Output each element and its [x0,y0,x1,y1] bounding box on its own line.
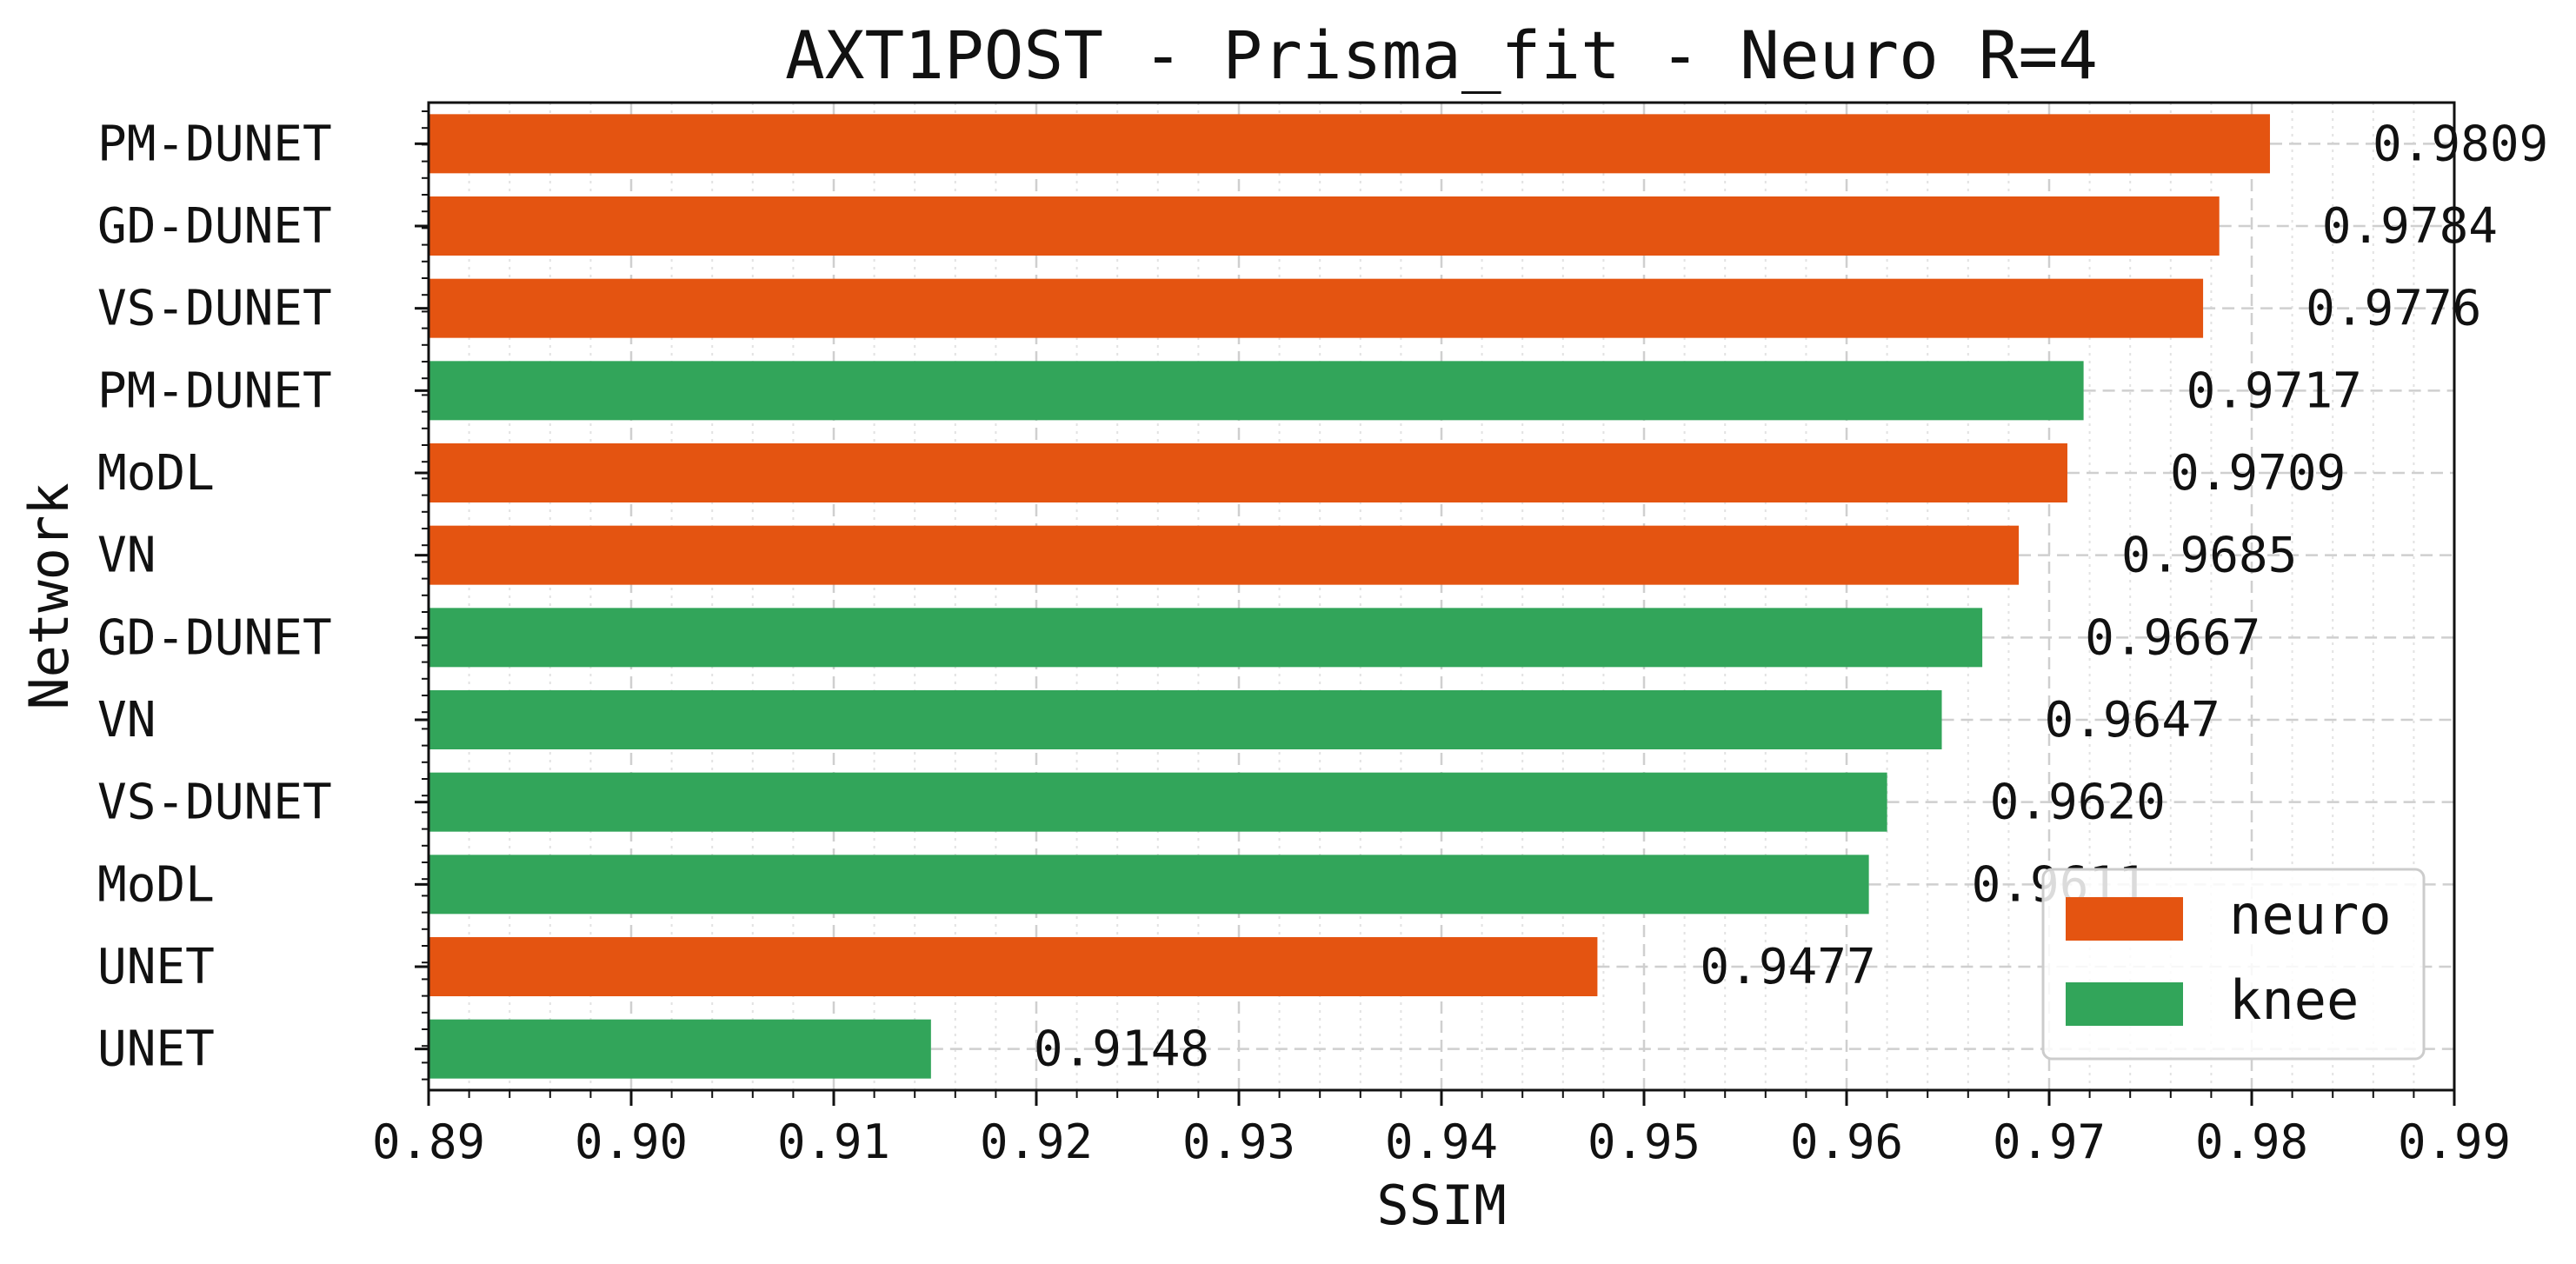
legend-label-neuro: neuro [2229,883,2392,947]
x-axis-label: SSIM [1376,1174,1506,1237]
y-tick-label: VS-DUNET [97,281,332,337]
bar-neuro [429,525,2020,585]
bar-neuro [429,114,2270,174]
y-axis-label: Network [17,482,81,709]
bar-neuro [429,443,2067,502]
bar-value-label: 0.9809 [2373,116,2548,172]
axis-ticks [415,110,2456,1106]
x-tick-label: 0.92 [980,1114,1093,1169]
bar-value-label: 0.9685 [2121,528,2297,584]
x-tick-label: 0.93 [1182,1114,1295,1169]
bar-knee [429,690,1942,749]
bar-value-label: 0.9477 [1700,939,1875,995]
x-tick-label: 0.97 [1993,1114,2106,1169]
legend-swatch-knee [2066,982,2183,1026]
x-tick-label: 0.99 [2398,1114,2511,1169]
x-tick-label: 0.91 [777,1114,890,1169]
legend-swatch-neuro [2066,897,2183,941]
chart-title: AXT1POST - Prisma_fit - Neuro R=4 [785,17,2098,94]
y-tick-label: UNET [97,939,215,995]
y-tick-label: GD-DUNET [97,198,332,255]
y-tick-label: VS-DUNET [97,775,332,831]
bar-value-label: 0.9647 [2045,692,2220,748]
y-tick-label: UNET [97,1021,215,1078]
bar-knee [429,608,1983,668]
x-tick-label: 0.89 [372,1114,485,1169]
bar-value-label: 0.9667 [2085,609,2260,666]
legend: neuro knee [2041,868,2426,1061]
y-tick-label: MoDL [97,445,215,502]
bar-value-label: 0.9784 [2322,198,2498,255]
bars [429,114,2270,1079]
x-tick-labels: 0.89 0.90 0.91 0.92 0.93 0.94 0.95 0.96 0.97 0.98… [372,1114,2511,1169]
bar-knee [429,1019,931,1079]
y-tick-label: MoDL [97,856,215,913]
bar-knee [429,855,1869,915]
bar-neuro [429,278,2204,338]
y-tick-label: VN [97,692,156,748]
bar-neuro [429,937,1598,996]
bar-neuro [429,196,2220,256]
bar-knee [429,772,1887,832]
x-tick-label: 0.90 [575,1114,688,1169]
bar-value-label: 0.9709 [2170,445,2346,502]
bar-value-label: 0.9148 [1034,1021,1209,1078]
bar-value-label: 0.9776 [2306,281,2481,337]
y-tick-label: PM-DUNET [97,363,332,419]
bar-value-label: 0.9620 [1990,775,2166,831]
x-tick-label: 0.96 [1790,1114,1903,1169]
x-tick-label: 0.94 [1385,1114,1498,1169]
legend-label-knee: knee [2229,968,2359,1032]
y-tick-labels: PM-DUNET GD-DUNET VS-DUNET PM-DUNET MoDL VN GD… [97,116,332,1077]
bar-value-label: 0.9717 [2187,363,2362,419]
x-tick-label: 0.98 [2195,1114,2308,1169]
y-tick-label: GD-DUNET [97,609,332,666]
bar-knee [429,361,2084,421]
y-tick-label: PM-DUNET [97,116,332,172]
x-tick-label: 0.95 [1588,1114,1701,1169]
y-tick-label: VN [97,528,156,584]
